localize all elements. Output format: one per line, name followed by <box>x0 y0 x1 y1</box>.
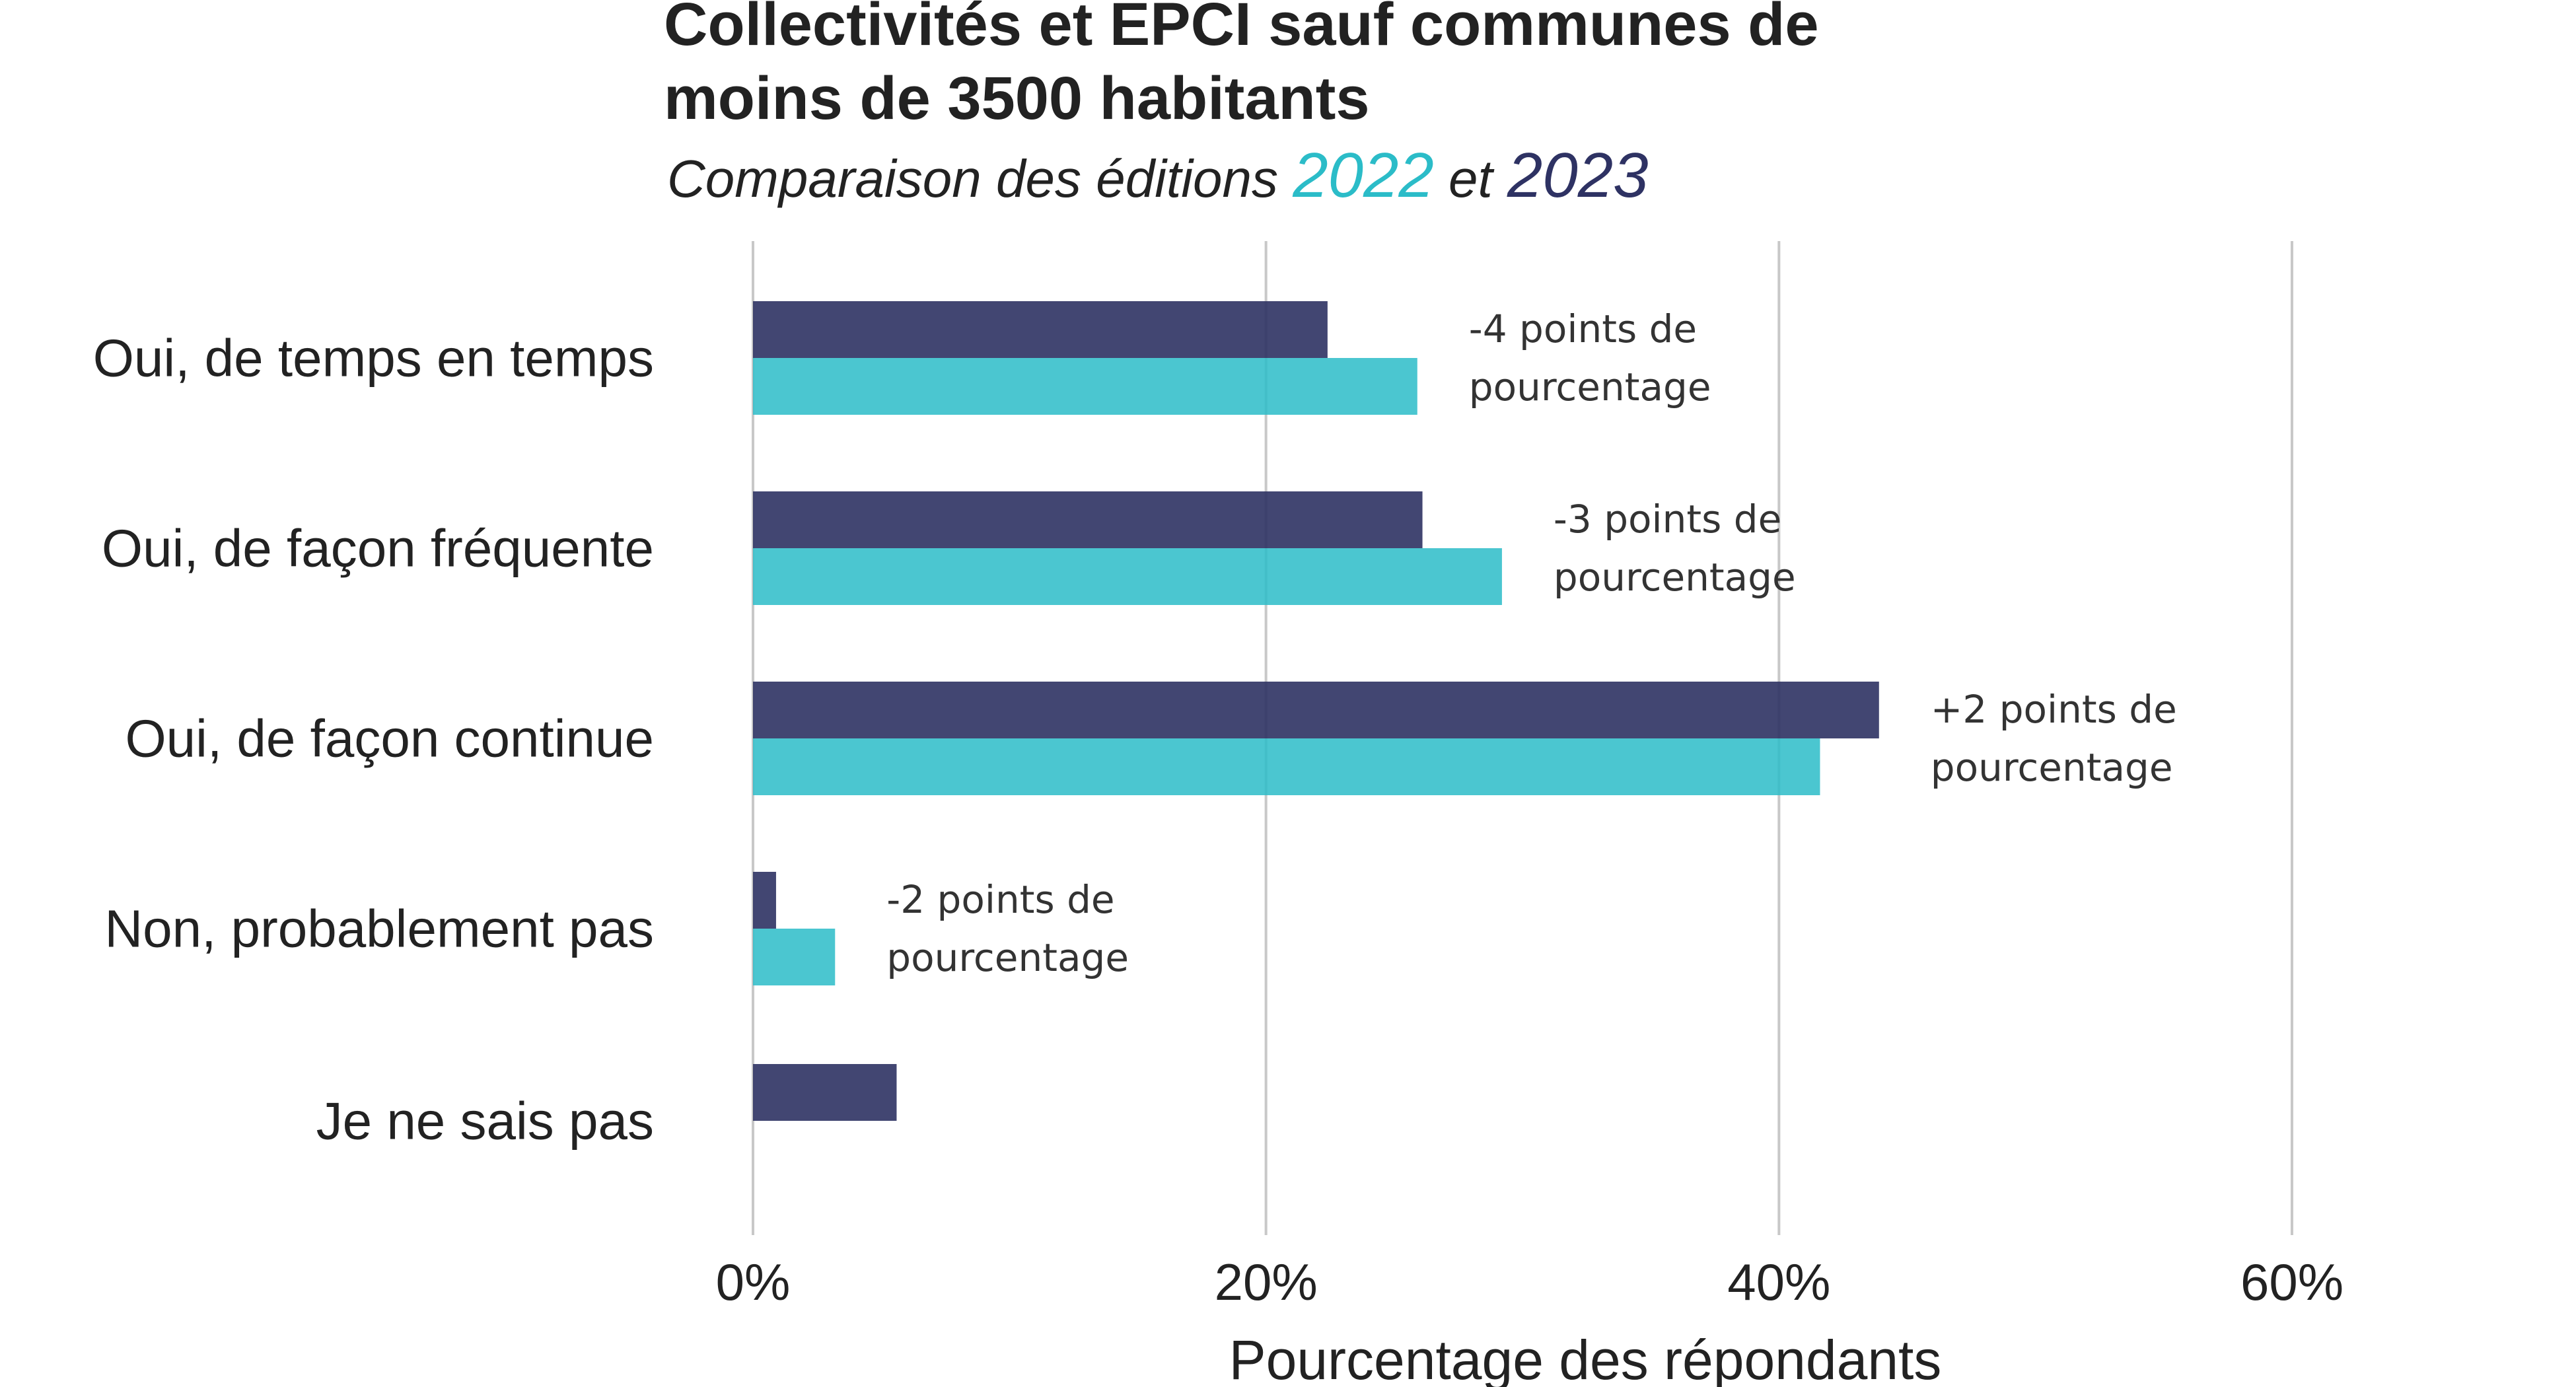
labels: 0% 20% 40% 60% Oui, de temps en temps Oui, de… <box>93 306 2343 1311</box>
category-label: Oui, de façon continue <box>125 709 654 768</box>
bar-2023 <box>753 1064 897 1121</box>
bar-2023 <box>753 872 776 929</box>
x-tick-label: 0% <box>716 1253 791 1311</box>
difference-annotation-line-2: pourcentage <box>1554 555 1796 600</box>
x-tick-label: 40% <box>1727 1253 1830 1311</box>
category-label: Non, probablement pas <box>104 900 654 958</box>
x-tick-label: 20% <box>1215 1253 1318 1311</box>
difference-annotation-line-1: -4 points de <box>1469 306 1697 351</box>
chart-title-line-1: Collectivités et EPCI sauf communes de <box>664 0 1819 58</box>
difference-annotation-line-2: pourcentage <box>1469 365 1711 409</box>
subtitle-middle: et <box>1434 149 1507 208</box>
difference-annotation-line-1: -2 points de <box>886 877 1114 922</box>
subtitle-year-2023: 2023 <box>1507 140 1649 211</box>
difference-annotation-line-1: +2 points de <box>1931 687 2177 732</box>
subtitle-prefix: Comparaison des éditions <box>667 149 1293 208</box>
bar-2022 <box>753 738 1820 795</box>
bar-2022 <box>753 929 836 985</box>
bar-2023 <box>753 682 1879 738</box>
difference-annotation-line-2: pourcentage <box>1931 745 2173 790</box>
category-label: Oui, de temps en temps <box>93 329 654 388</box>
bar-2022 <box>753 548 1502 605</box>
chart-subtitle: Comparaison des éditions 2022 et 2023 <box>667 140 1648 211</box>
category-label: Oui, de façon fréquente <box>102 519 654 578</box>
category-label: Je ne sais pas <box>316 1092 654 1151</box>
difference-annotation-line-1: -3 points de <box>1554 497 1781 542</box>
x-axis-title: Pourcentage des répondants <box>1229 1329 1942 1387</box>
x-tick-label: 60% <box>2240 1253 2343 1311</box>
chart-title-line-2: moins de 3500 habitants <box>664 65 1370 132</box>
difference-annotation-line-2: pourcentage <box>886 935 1129 980</box>
bar-2023 <box>753 301 1328 358</box>
bar-2022 <box>753 358 1417 415</box>
subtitle-year-2022: 2022 <box>1292 140 1434 211</box>
bars <box>753 301 1879 1121</box>
bar-2023 <box>753 491 1423 548</box>
